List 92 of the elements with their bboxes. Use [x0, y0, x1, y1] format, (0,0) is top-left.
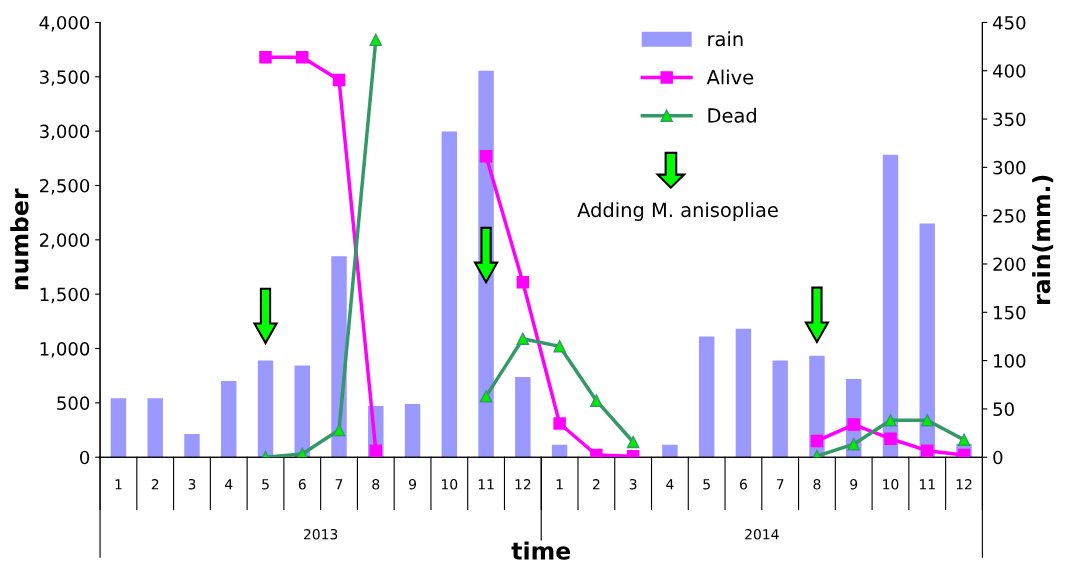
x-tick-label: 5 [262, 479, 269, 490]
y-tick-label: 1,000 [40, 341, 90, 358]
x-tick-label: 2 [151, 479, 159, 490]
point [957, 448, 971, 458]
bar [257, 360, 274, 458]
y2-tick-label: 0 [993, 450, 1003, 465]
y-tick-label: 2,000 [39, 233, 90, 249]
y2-tick-label: 400 [992, 64, 1026, 78]
y2-tick-label: 50 [993, 402, 1014, 417]
y-tick-label: 1,500 [40, 287, 90, 304]
x-tick-label: 12 [956, 479, 972, 490]
text: 2014 [745, 529, 779, 540]
x-tick-label: 3 [188, 479, 196, 490]
point [479, 149, 493, 163]
point [553, 417, 566, 430]
x-tick-label: 5 [703, 479, 710, 490]
annotation: Adding M. anisopliae [577, 202, 778, 221]
y-tick-label: 3,500 [40, 70, 90, 86]
x-tick-label: 6 [298, 479, 306, 490]
x-tick-label: 11 [919, 479, 935, 490]
bar [772, 360, 788, 458]
bar [882, 154, 899, 458]
legend-label: rain [708, 31, 743, 47]
point [259, 50, 272, 64]
bar [294, 365, 310, 458]
x-tick-label: 9 [850, 479, 858, 490]
point [957, 433, 971, 447]
x-tick-label: 10 [442, 479, 458, 490]
y2-tick-label: 150 [994, 305, 1026, 320]
point [847, 418, 860, 431]
bar [515, 377, 531, 458]
y-tick-label: 0 [80, 450, 90, 465]
x-tick-label: 12 [515, 479, 531, 490]
x-tick-label: 7 [776, 479, 784, 490]
text: 2013 [303, 529, 338, 540]
point [369, 33, 383, 47]
point [590, 394, 603, 407]
legend-label: Alive [706, 69, 754, 85]
y2-tick-label: 450 [992, 15, 1026, 30]
y2-tick-label: 250 [993, 209, 1026, 223]
y-axis-title: number [10, 188, 29, 290]
x-tick-label: 9 [409, 479, 416, 490]
point [296, 50, 309, 64]
x-tick-label: 11 [478, 479, 494, 490]
y-tick-label: 2,500 [39, 178, 90, 195]
legend-label: Dead [708, 107, 756, 123]
point [884, 414, 897, 427]
bar [184, 434, 200, 458]
point [516, 275, 530, 289]
y2-tick-label: 350 [993, 112, 1026, 127]
bar [551, 444, 568, 458]
point [847, 437, 860, 451]
point [884, 432, 897, 445]
x-tick-label: 7 [335, 479, 343, 490]
x-tick-label: 1 [115, 479, 122, 490]
x-tick-label: 4 [666, 479, 674, 490]
bar [662, 444, 678, 458]
point [920, 414, 934, 427]
y-tick-label: 4,000 [39, 15, 90, 32]
point [332, 423, 346, 437]
x-tick-label: 3 [629, 479, 637, 490]
bar [919, 223, 935, 458]
y2-axis-title: rain(mm.) [1032, 175, 1054, 304]
point [553, 340, 566, 353]
point [516, 332, 530, 345]
y-tick-label: 500 [57, 396, 90, 410]
x-tick-label: 10 [883, 479, 899, 490]
y2-tick-label: 200 [993, 257, 1026, 272]
x-tick-label: 8 [813, 479, 821, 490]
x-tick-label: 8 [372, 479, 380, 490]
x-tick-label: 2 [592, 479, 600, 490]
x-tick-label: 4 [225, 479, 233, 490]
point [479, 390, 493, 403]
x-axis-title: time [511, 541, 571, 560]
bar [698, 336, 715, 458]
y2-tick-label: 100 [994, 354, 1026, 368]
bar [221, 380, 237, 458]
bar [735, 328, 752, 458]
bar [404, 404, 421, 458]
x-tick-label: 6 [739, 479, 747, 490]
point [920, 444, 934, 457]
point [810, 434, 824, 448]
bar [441, 131, 458, 458]
y2-tick-label: 300 [993, 160, 1026, 175]
bar [110, 398, 127, 458]
point [332, 73, 346, 87]
x-tick-label: 1 [556, 479, 563, 490]
point [626, 435, 640, 449]
point [369, 444, 383, 457]
point [590, 448, 603, 458]
bar [147, 398, 163, 458]
y-tick-label: 3,000 [40, 124, 90, 141]
